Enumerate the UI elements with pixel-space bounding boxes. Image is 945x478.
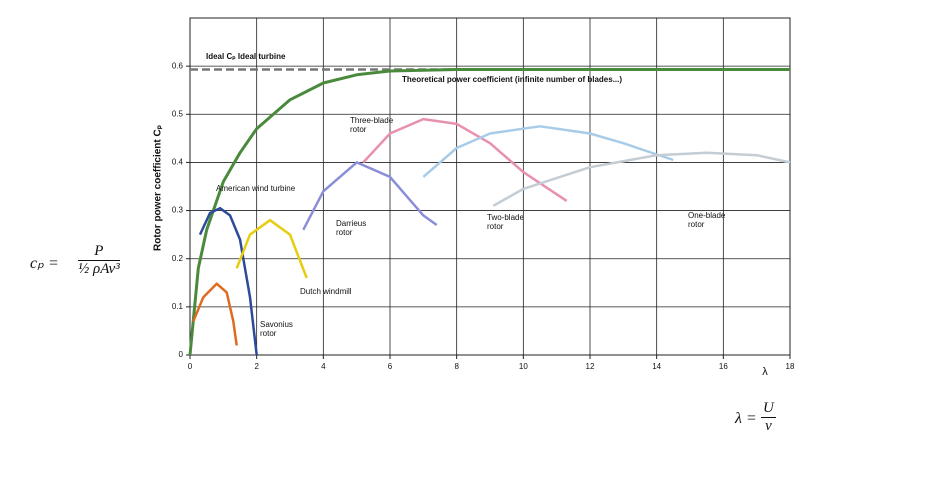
y-tick-label: 0.1 bbox=[172, 302, 184, 311]
y-tick-label: 0.2 bbox=[172, 254, 184, 263]
x-tick-label: 16 bbox=[719, 362, 728, 371]
series-label: Ideal Cₚ Ideal turbine bbox=[206, 52, 286, 61]
y-tick-label: 0.6 bbox=[172, 61, 184, 70]
denominator: ½ ρAv³ bbox=[78, 261, 120, 277]
equation-lhs: cₚ = bbox=[30, 255, 59, 272]
series-line bbox=[192, 282, 238, 346]
series-label: Theoretical power coefficient (infinite … bbox=[402, 75, 623, 84]
x-tick-label: 18 bbox=[786, 362, 795, 371]
denominator: v bbox=[765, 418, 772, 434]
x-axis-label: λ bbox=[762, 366, 768, 378]
series-line bbox=[235, 218, 308, 279]
y-tick-label: 0.4 bbox=[172, 158, 184, 167]
series-line bbox=[492, 151, 791, 207]
x-tick-label: 12 bbox=[586, 362, 595, 371]
x-tick-label: 8 bbox=[454, 362, 459, 371]
equation-lhs: λ = bbox=[735, 410, 757, 427]
series-line bbox=[302, 161, 438, 231]
x-tick-label: 2 bbox=[254, 362, 259, 371]
series-label: Two-blade rotor bbox=[487, 213, 524, 231]
series-label: One-blade rotor bbox=[688, 211, 726, 229]
numerator: P bbox=[78, 243, 120, 261]
x-tick-label: 4 bbox=[321, 362, 326, 371]
series-label: Savonius rotor bbox=[260, 320, 293, 338]
series-label: Darrieus rotor bbox=[336, 219, 367, 237]
x-tick-label: 10 bbox=[519, 362, 528, 371]
x-tick-label: 0 bbox=[188, 362, 193, 371]
y-tick-label: 0 bbox=[179, 350, 184, 359]
series-label: Dutch windmill bbox=[300, 287, 352, 296]
y-axis-label: Rotor power coefficient Cₚ bbox=[153, 125, 164, 251]
series-label: Three-blade rotor bbox=[350, 116, 394, 134]
series-line bbox=[188, 68, 790, 356]
x-tick-label: 14 bbox=[652, 362, 661, 371]
y-tick-label: 0.3 bbox=[172, 206, 184, 215]
numerator: U bbox=[761, 400, 776, 418]
series-label: American wind turbine bbox=[216, 184, 296, 193]
series-line bbox=[362, 117, 568, 202]
x-tick-label: 6 bbox=[388, 362, 393, 371]
series-line bbox=[422, 125, 674, 178]
series-line bbox=[198, 206, 258, 356]
y-tick-label: 0.5 bbox=[172, 109, 184, 118]
